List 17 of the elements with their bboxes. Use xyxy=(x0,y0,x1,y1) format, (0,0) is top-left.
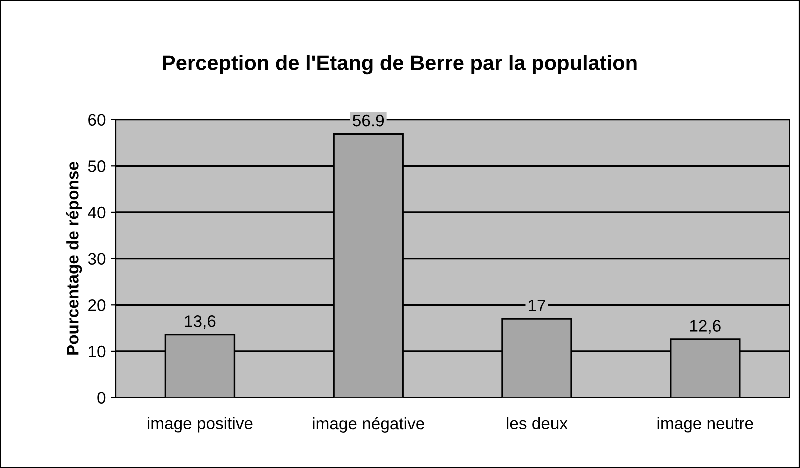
data-label: 17 xyxy=(529,300,546,312)
y-tick-label: 50 xyxy=(88,160,106,172)
y-tick-label: 40 xyxy=(88,206,106,219)
x-tick-label: image neutre xyxy=(658,417,754,433)
data-label: 56.9 xyxy=(353,114,384,127)
y-tick-label: 10 xyxy=(89,346,106,358)
x-tick-label: les deux xyxy=(507,417,568,430)
y-tick-label: 0 xyxy=(98,392,106,404)
y-axis-title: Pourcentage de réponse xyxy=(66,162,82,355)
y-tick-label: 30 xyxy=(88,253,106,266)
data-label: 12,6 xyxy=(690,320,721,334)
x-tick-label: image négative xyxy=(313,417,424,433)
chart-title: Perception de l'Etang de Berre par la population xyxy=(163,55,637,75)
data-label: 13,6 xyxy=(185,316,216,330)
y-tick-label: 60 xyxy=(88,114,106,126)
y-tick-label: 20 xyxy=(88,300,106,312)
x-tick-label: image positive xyxy=(148,417,253,433)
